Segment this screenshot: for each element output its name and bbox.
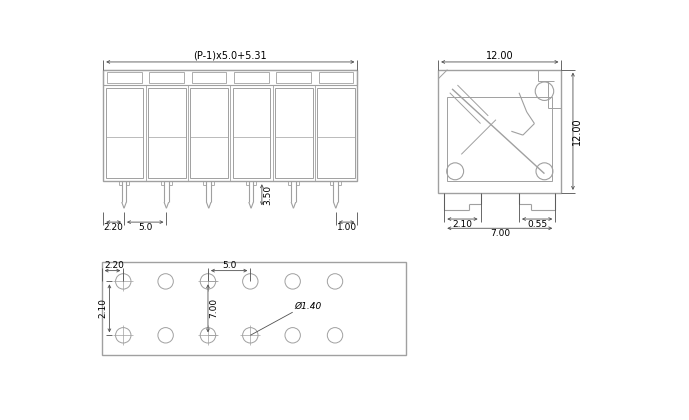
Text: 2.20: 2.20 (104, 261, 124, 270)
Bar (319, 72, 353, 83)
Bar (275, 88, 313, 178)
Bar (148, 88, 185, 178)
Bar (103, 70, 358, 85)
Text: 5.0: 5.0 (222, 261, 236, 270)
Text: 2.20: 2.20 (104, 223, 123, 232)
Text: 12.00: 12.00 (486, 51, 513, 61)
Text: Ø1.40: Ø1.40 (294, 302, 322, 311)
Text: 0.55: 0.55 (527, 220, 547, 229)
Text: (P-1)x5.0+5.31: (P-1)x5.0+5.31 (194, 51, 267, 61)
Bar (103, 70, 358, 181)
Text: 3.50: 3.50 (263, 185, 273, 205)
Bar (318, 88, 355, 178)
Bar (447, 97, 552, 181)
Text: 12.00: 12.00 (572, 118, 582, 145)
Bar (233, 88, 270, 178)
Bar (192, 72, 227, 83)
Bar (150, 72, 184, 83)
Text: 5.0: 5.0 (138, 223, 152, 232)
Bar (438, 70, 562, 193)
Text: 2.10: 2.10 (99, 298, 107, 318)
Bar (190, 88, 228, 178)
Bar (102, 262, 406, 354)
Bar (107, 72, 142, 83)
Text: 7.00: 7.00 (209, 298, 218, 318)
Text: 7.00: 7.00 (490, 229, 510, 238)
Text: 2.10: 2.10 (453, 220, 473, 229)
Bar (276, 72, 311, 83)
Bar (105, 88, 143, 178)
Text: 1.00: 1.00 (336, 223, 357, 232)
Bar (234, 72, 269, 83)
